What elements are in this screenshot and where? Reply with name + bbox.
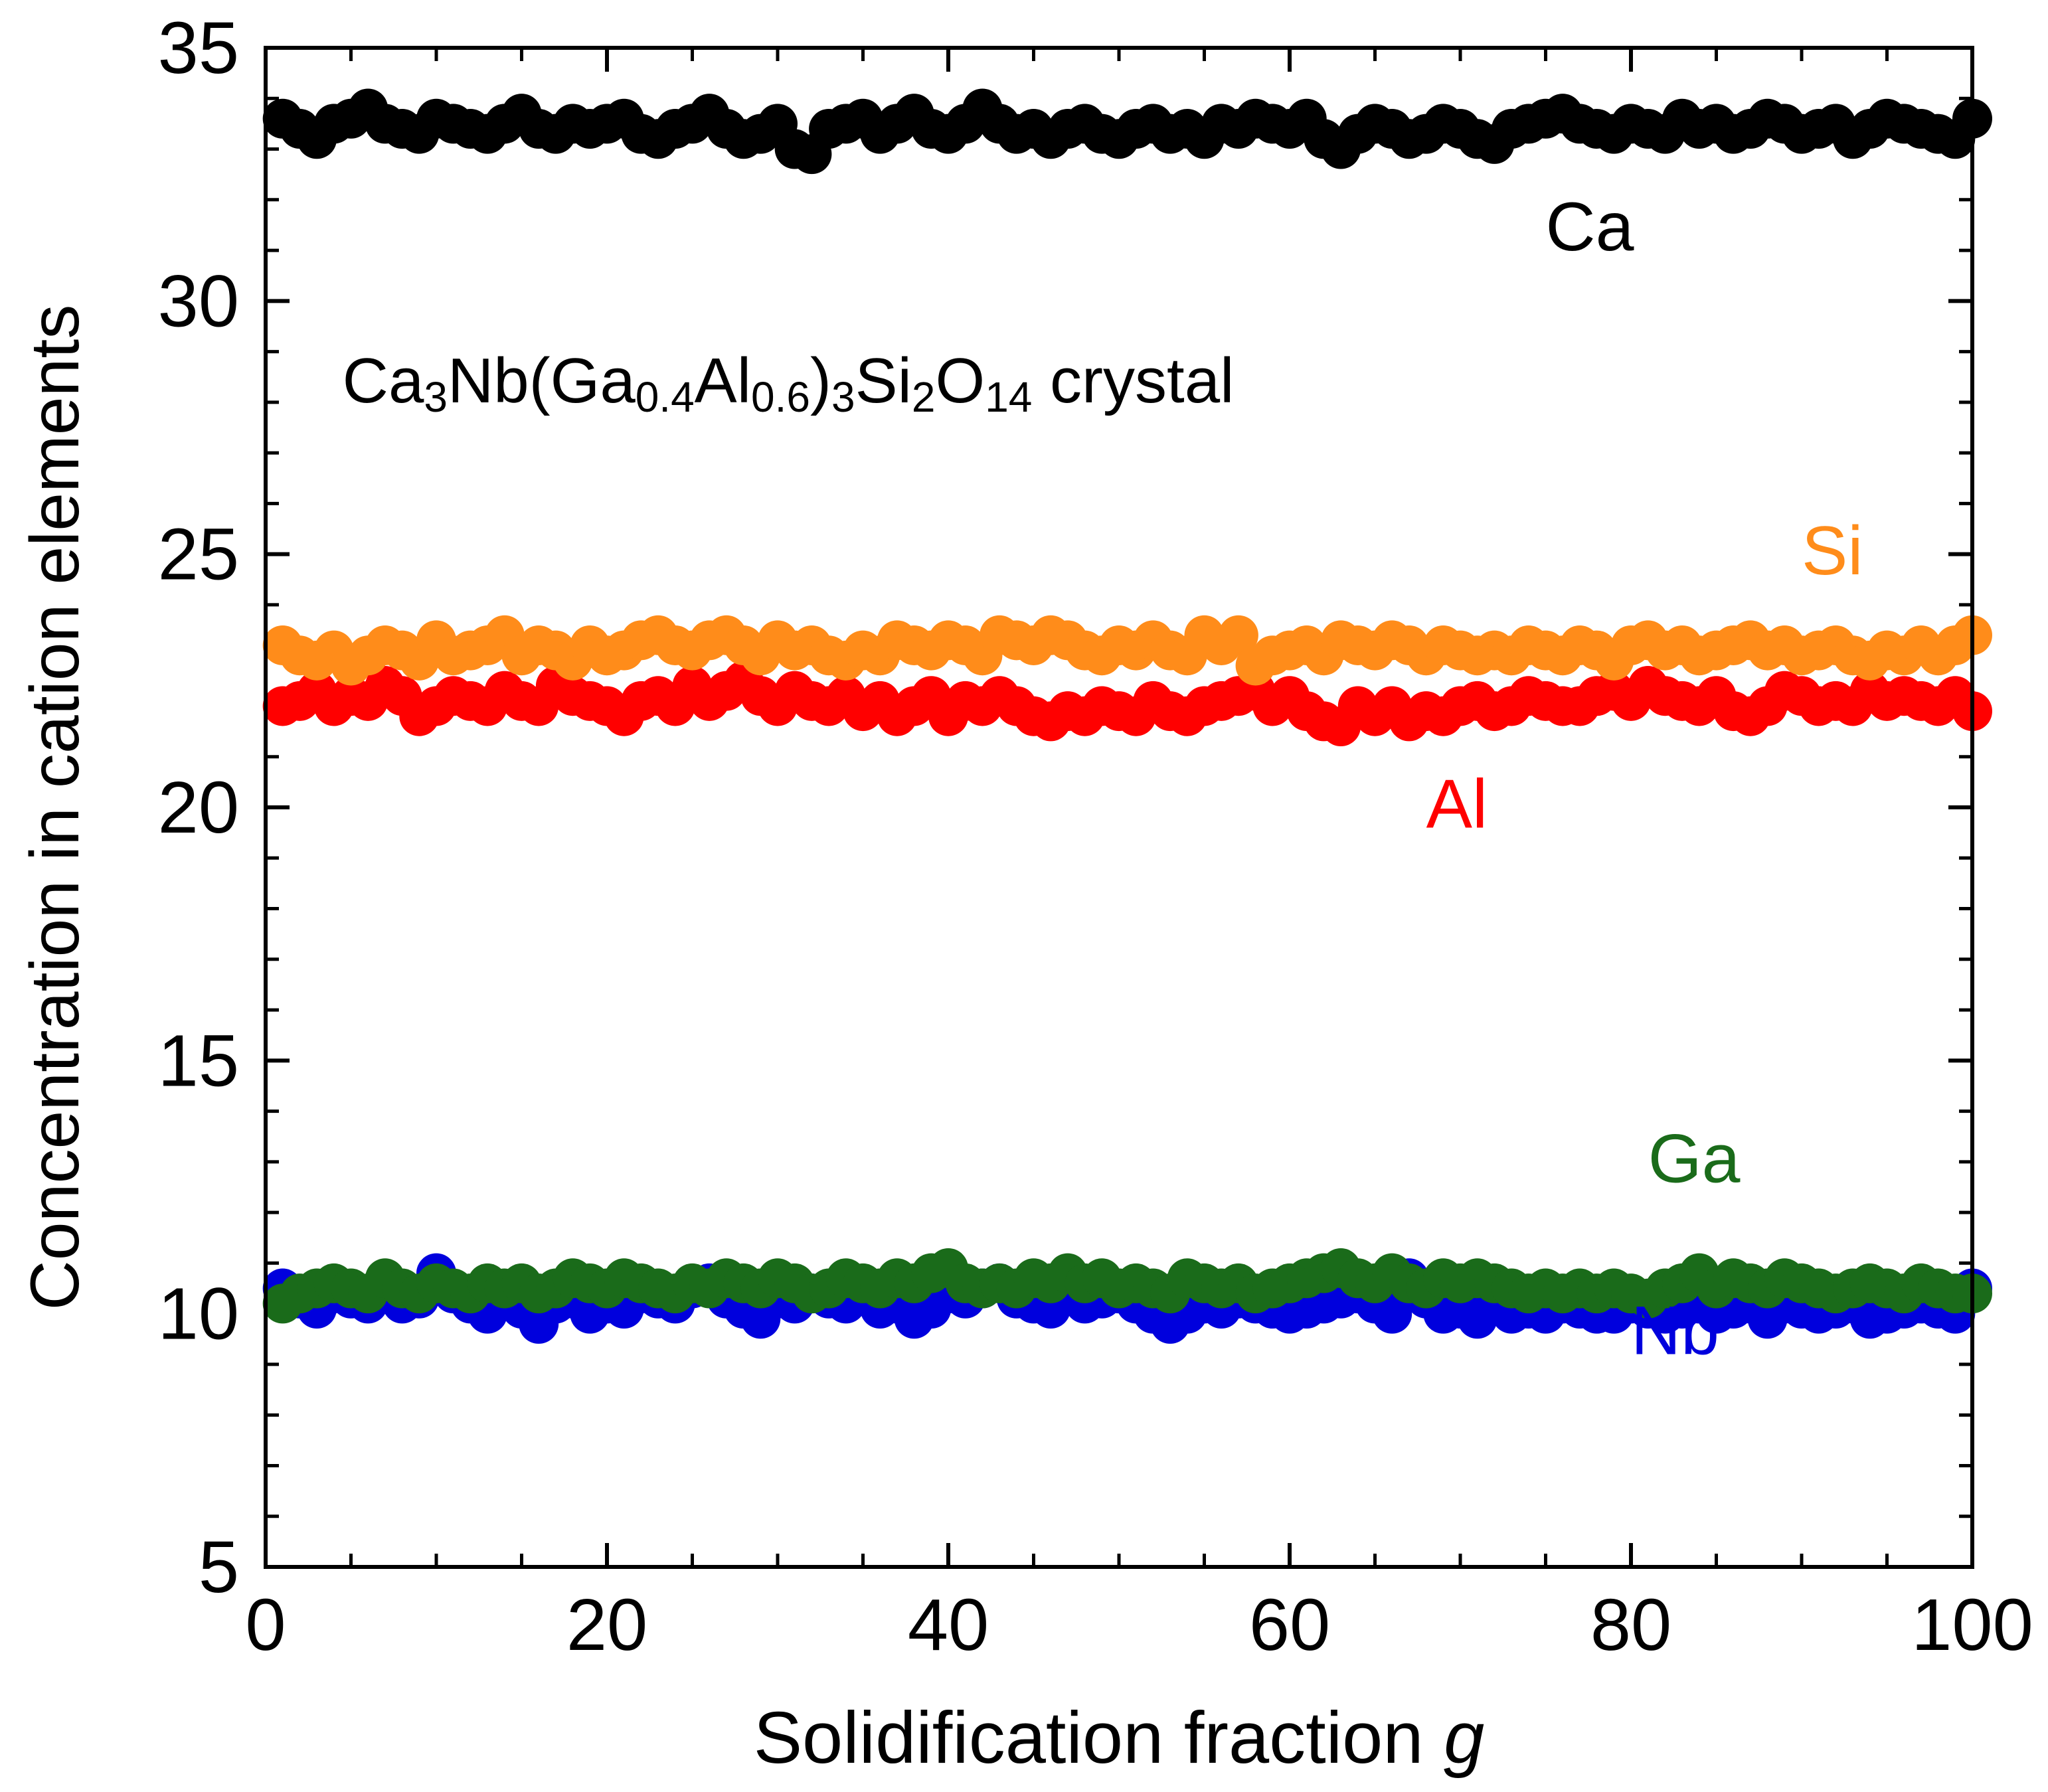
annotation-subscript: 3 [831, 373, 855, 421]
series-label-nb: Nb [1631, 1293, 1719, 1370]
annotation-text-part: Al [695, 345, 751, 416]
series-ga [262, 1248, 1992, 1324]
annotation-subscript: 3 [424, 373, 448, 421]
y-axis-label: Concentration in cation elements [17, 305, 94, 1311]
series-label-ca: Ca [1546, 189, 1634, 266]
series-si [262, 615, 1992, 686]
x-tick-label: 100 [1911, 1584, 2033, 1666]
data-points [262, 88, 1992, 1344]
series-label-si: Si [1802, 513, 1863, 590]
annotation-text-part: Ca [343, 345, 424, 416]
x-tick-label: 80 [1590, 1584, 1671, 1666]
annotation-subscript: 0.6 [751, 373, 810, 421]
y-tick-label: 25 [158, 514, 239, 596]
y-tick-label: 10 [158, 1273, 239, 1355]
series-label-ga: Ga [1648, 1120, 1741, 1197]
y-tick-label: 15 [158, 1020, 239, 1101]
axis-ticks: 0 20 40 60 80 100 5 10 15 20 25 30 35 [158, 7, 2033, 1666]
text-labels: Ca3Nb(Ga0.4Al0.6)3Si2O14 crystal Solidif… [17, 189, 1863, 1779]
annotation-subscript: 2 [912, 373, 936, 421]
point-si [1218, 615, 1258, 655]
x-tick-label: 20 [566, 1584, 647, 1666]
x-tick-label: 0 [245, 1584, 286, 1666]
y-tick-label: 35 [158, 7, 239, 89]
composition-annotation: Ca3Nb(Ga0.4Al0.6)3Si2O14 crystal [343, 345, 1235, 421]
point-nb [1372, 1293, 1412, 1334]
annotation-text-part: ) [810, 345, 831, 416]
y-tick-label: 5 [199, 1526, 239, 1608]
plot-frame [264, 46, 1974, 1569]
x-axis-label: Solidification fraction g [754, 1697, 1485, 1779]
annotation-text-part: Nb(Ga [448, 345, 636, 416]
x-axis-label-main: Solidification fraction [754, 1697, 1444, 1779]
y-tick-label: 20 [158, 767, 239, 849]
annotation-text-part: O [936, 345, 985, 416]
annotation-text-part: crystal [1032, 345, 1234, 416]
series-label-al: Al [1426, 766, 1488, 843]
x-tick-label: 40 [908, 1584, 989, 1666]
annotation-text-part: Si [855, 345, 912, 416]
annotation-subscript: 14 [985, 373, 1032, 421]
y-tick-label: 30 [158, 260, 239, 342]
x-tick-label: 60 [1249, 1584, 1330, 1666]
series-al [262, 661, 1992, 746]
series-ca [262, 88, 1992, 175]
x-axis-label-variable: g [1444, 1697, 1484, 1779]
annotation-subscript: 0.4 [636, 373, 695, 421]
